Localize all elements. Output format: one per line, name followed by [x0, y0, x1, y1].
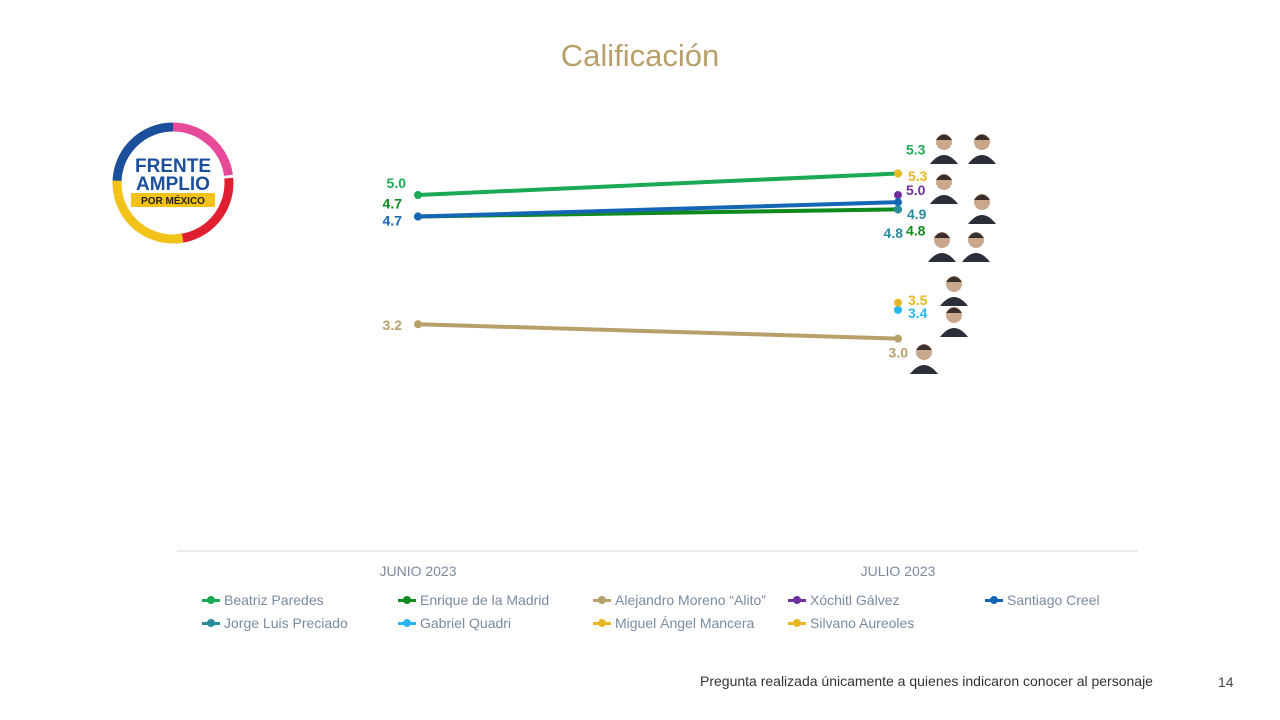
- data-label-santiago-creel-extra: 4.9: [907, 206, 927, 222]
- footnote: Pregunta realizada únicamente a quienes …: [700, 673, 1153, 689]
- data-label-gabriel-quadri: 3.4: [908, 305, 928, 321]
- legend-swatch: [398, 617, 416, 629]
- logo-line3: POR MÉXICO: [141, 194, 205, 207]
- series-line-beatriz-paredes: [416, 171, 900, 197]
- legend-label: Beatriz Paredes: [224, 592, 324, 608]
- legend-label: Santiago Creel: [1007, 592, 1100, 608]
- candidate-portrait: [910, 344, 938, 374]
- data-point-alejandro-moreno-alito: [414, 320, 422, 329]
- legend-swatch: [788, 594, 806, 606]
- data-label-santiago-creel: 4.7: [383, 213, 403, 229]
- data-point-beatriz-paredes: [414, 191, 422, 199]
- legend-item-gabriel-quadri: Gabriel Quadri: [398, 615, 511, 631]
- data-point-jorge-luis-preciado: [894, 205, 902, 214]
- legend-item-beatriz-paredes: Beatriz Paredes: [202, 592, 324, 608]
- legend-swatch: [985, 594, 1003, 606]
- x-tick-label: JULIO 2023: [861, 563, 936, 579]
- data-label-alejandro-moreno-alito: 3.2: [383, 317, 403, 333]
- candidate-portrait: [940, 276, 968, 306]
- data-point-alejandro-moreno-alito: [894, 334, 902, 343]
- legend-label: Miguel Ángel Mancera: [615, 615, 755, 631]
- candidate-portrait: [940, 307, 968, 337]
- data-point-santiago-creel: [894, 198, 902, 207]
- legend-item-alejandro-moreno-alito: Alejandro Moreno “Alito”: [593, 592, 766, 608]
- page-number: 14: [1218, 674, 1234, 690]
- legend-item-santiago-creel: Santiago Creel: [985, 592, 1100, 608]
- legend-label: Xóchitl Gálvez: [810, 592, 900, 608]
- legend-swatch: [398, 594, 416, 606]
- legend-label: Alejandro Moreno “Alito”: [615, 592, 766, 608]
- data-label-beatriz-paredes: 5.3: [906, 141, 926, 157]
- logo-line2: AMPLIO: [136, 174, 210, 195]
- data-label-silvano-aureoles: 5.3: [908, 168, 928, 184]
- x-tick-label: JUNIO 2023: [379, 563, 456, 579]
- candidate-portrait: [962, 232, 990, 262]
- legend-label: Silvano Aureoles: [810, 615, 915, 631]
- legend-label: Enrique de la Madrid: [420, 592, 550, 608]
- candidate-portrait: [930, 134, 958, 164]
- legend-swatch: [593, 594, 611, 606]
- legend-label: Gabriel Quadri: [420, 615, 512, 631]
- data-point-gabriel-quadri: [894, 305, 902, 314]
- chart-title: Calificación: [560, 38, 720, 73]
- data-label-enrique-de-la-madrid: 4.7: [383, 196, 403, 212]
- data-label-jorge-luis-preciado: 4.8: [884, 225, 904, 241]
- data-label-miguel-angel-mancera: 3.5: [908, 292, 928, 308]
- legend-item-silvano-aureoles: Silvano Aureoles: [788, 615, 914, 631]
- legend-item-miguel-angel-mancera: Miguel Ángel Mancera: [593, 615, 754, 631]
- candidate-portrait: [928, 232, 956, 262]
- data-point-santiago-creel: [414, 212, 422, 221]
- data-label-alejandro-moreno-alito: 3.0: [889, 345, 909, 361]
- data-label-xochitl-galvez: 5.0: [906, 182, 926, 198]
- data-point-xochitl-galvez: [894, 191, 902, 199]
- series-line-santiago-creel: [416, 200, 900, 219]
- legend-item-jorge-luis-preciado: Jorge Luis Preciado: [202, 615, 348, 631]
- data-point-silvano-aureoles: [894, 169, 902, 178]
- legend-swatch: [593, 617, 611, 629]
- legend-swatch: [202, 594, 220, 606]
- data-point-miguel-angel-mancera: [894, 298, 902, 307]
- data-label-beatriz-paredes: 5.0: [387, 175, 407, 191]
- data-label-enrique-de-la-madrid: 4.8: [906, 222, 926, 238]
- legend-label: Jorge Luis Preciado: [224, 615, 348, 631]
- legend-swatch: [788, 617, 806, 629]
- candidate-portrait: [968, 194, 996, 224]
- candidate-portrait: [930, 174, 958, 204]
- logo-line1: FRENTE: [135, 156, 211, 177]
- candidate-portrait: [968, 134, 996, 164]
- legend-item-enrique-de-la-madrid: Enrique de la Madrid: [398, 592, 549, 608]
- legend-swatch: [202, 617, 220, 629]
- frente-amplio-logo: FRENTE AMPLIO POR MÉXICO: [112, 122, 234, 244]
- series-line-alejandro-moreno-alito: [416, 322, 900, 341]
- legend-item-xochitl-galvez: Xóchitl Gálvez: [788, 592, 899, 608]
